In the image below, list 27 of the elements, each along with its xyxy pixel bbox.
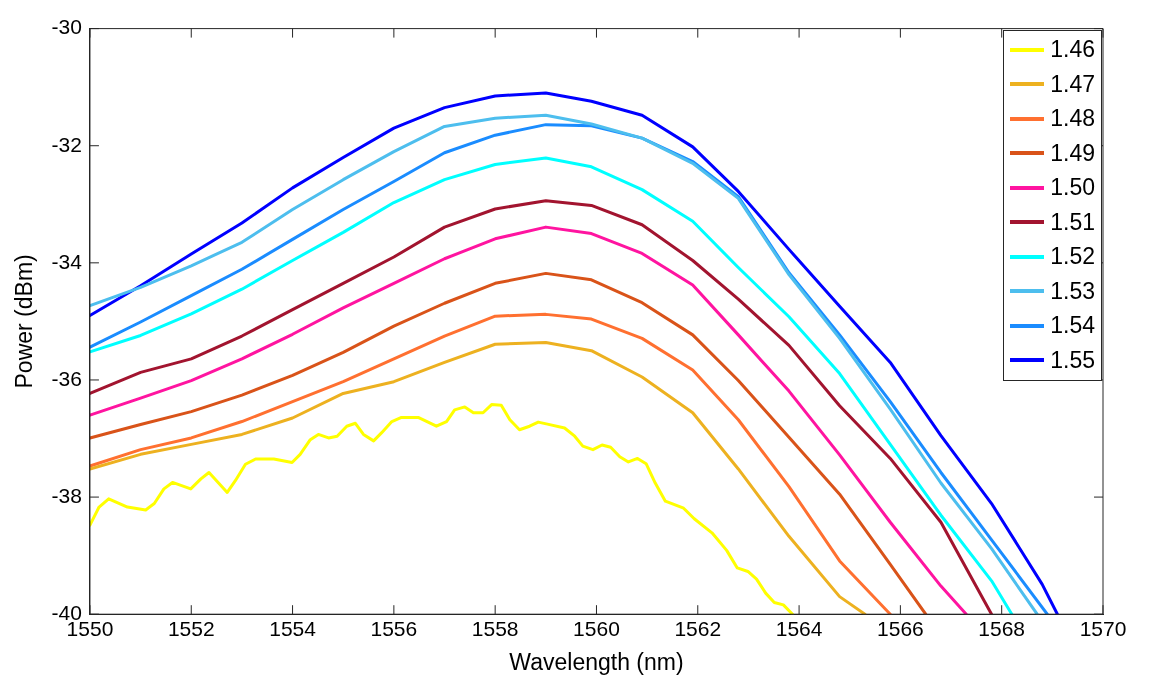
y-axis-title: Power (dBm) [11,254,38,389]
y-tick-label: -38 [51,483,82,507]
legend-label: 1.48 [1050,105,1095,133]
x-tick-label: 1562 [674,616,722,640]
y-tick-label: -30 [51,15,82,39]
x-tick-label: 1556 [370,616,418,640]
y-tick-label: -36 [51,366,82,390]
x-tick-label: 1560 [573,616,620,640]
y-tick-label: -34 [51,249,83,273]
y-tick-label: -32 [51,132,82,156]
legend-label: 1.54 [1050,312,1095,340]
legend-label: 1.47 [1050,70,1095,98]
x-tick-label: 1568 [978,616,1026,640]
x-tick-label: 1554 [269,616,317,640]
legend-label: 1.55 [1050,346,1095,374]
legend-label: 1.49 [1050,139,1095,167]
x-axis-title: Wavelength (nm) [509,648,684,675]
x-tick-label: 1570 [1079,616,1127,640]
legend-label: 1.46 [1050,36,1095,64]
legend-label: 1.52 [1050,243,1095,271]
legend-label: 1.53 [1050,277,1095,305]
x-tick-label: 1558 [471,616,519,640]
x-tick-label: 1566 [877,616,924,640]
legend-label: 1.50 [1050,174,1095,202]
legend-label: 1.51 [1050,208,1095,236]
x-tick-label: 1564 [775,616,823,640]
x-tick-label: 1552 [167,616,215,640]
